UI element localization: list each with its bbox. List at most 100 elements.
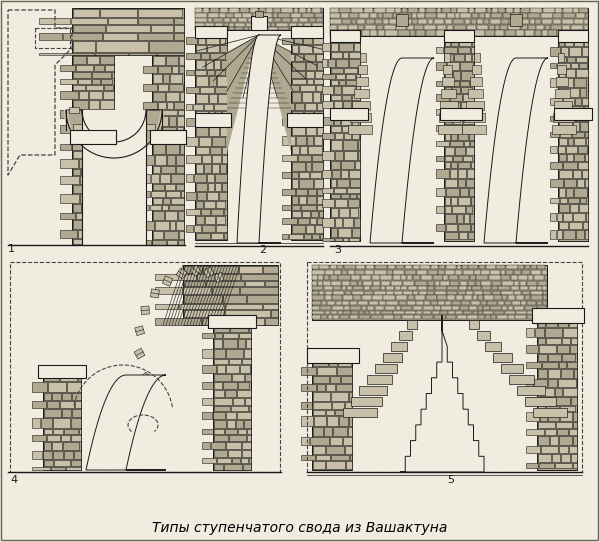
- Bar: [255, 23, 260, 27]
- Bar: [205, 23, 214, 27]
- Polygon shape: [86, 375, 166, 470]
- Bar: [170, 222, 175, 230]
- Bar: [371, 287, 380, 290]
- Bar: [169, 83, 183, 91]
- Bar: [377, 30, 385, 36]
- Bar: [214, 373, 231, 381]
- Bar: [84, 138, 94, 144]
- Bar: [413, 265, 419, 269]
- Bar: [238, 429, 246, 435]
- Bar: [558, 30, 588, 42]
- Bar: [291, 26, 323, 38]
- Bar: [582, 47, 587, 56]
- Bar: [370, 14, 377, 18]
- Bar: [537, 315, 546, 319]
- Bar: [543, 8, 555, 12]
- Bar: [388, 265, 395, 269]
- Bar: [490, 306, 502, 310]
- Bar: [239, 333, 251, 338]
- Bar: [446, 265, 457, 269]
- Bar: [460, 281, 467, 286]
- Bar: [295, 54, 302, 61]
- Bar: [343, 295, 353, 300]
- Bar: [439, 113, 460, 122]
- Bar: [326, 384, 335, 391]
- Bar: [291, 30, 323, 240]
- Bar: [455, 295, 463, 300]
- Bar: [335, 199, 347, 208]
- Bar: [446, 315, 457, 319]
- Bar: [202, 442, 209, 449]
- Bar: [62, 409, 71, 417]
- Bar: [529, 287, 536, 290]
- Bar: [326, 410, 334, 415]
- Bar: [214, 450, 227, 457]
- Bar: [448, 295, 455, 300]
- Bar: [585, 230, 587, 239]
- Bar: [402, 315, 413, 319]
- Bar: [342, 95, 352, 100]
- Bar: [514, 270, 521, 275]
- Bar: [341, 117, 350, 125]
- Bar: [350, 315, 358, 319]
- Bar: [445, 147, 454, 154]
- Bar: [542, 270, 547, 275]
- Bar: [212, 287, 239, 294]
- Bar: [221, 60, 227, 68]
- Bar: [92, 79, 100, 84]
- Bar: [313, 301, 321, 305]
- Bar: [436, 109, 446, 115]
- Bar: [497, 315, 508, 319]
- Bar: [106, 25, 150, 32]
- Bar: [440, 108, 482, 120]
- Bar: [351, 311, 358, 314]
- Bar: [138, 33, 173, 40]
- Bar: [47, 435, 60, 441]
- Bar: [331, 377, 340, 383]
- Bar: [298, 218, 308, 224]
- Bar: [451, 8, 457, 12]
- Bar: [359, 386, 387, 395]
- Bar: [178, 240, 184, 244]
- Bar: [583, 223, 587, 229]
- Bar: [568, 198, 580, 203]
- Bar: [375, 364, 397, 373]
- Bar: [290, 71, 305, 78]
- Bar: [244, 349, 251, 358]
- Bar: [501, 364, 523, 373]
- Bar: [445, 54, 453, 61]
- Bar: [43, 375, 81, 470]
- Bar: [129, 53, 156, 55]
- Bar: [461, 71, 473, 80]
- Bar: [304, 23, 311, 27]
- Bar: [241, 287, 277, 294]
- Bar: [282, 136, 295, 145]
- Bar: [479, 14, 485, 18]
- Bar: [535, 19, 541, 24]
- Bar: [574, 188, 587, 197]
- Bar: [520, 14, 527, 18]
- Bar: [533, 379, 547, 387]
- Bar: [357, 19, 365, 24]
- Bar: [401, 19, 412, 24]
- Bar: [509, 375, 534, 384]
- Polygon shape: [370, 58, 434, 243]
- Bar: [322, 117, 332, 125]
- Bar: [559, 446, 568, 453]
- Polygon shape: [227, 35, 259, 152]
- Bar: [559, 154, 566, 161]
- Bar: [360, 53, 366, 62]
- Bar: [109, 18, 137, 24]
- Bar: [577, 179, 584, 187]
- Bar: [495, 25, 500, 30]
- Bar: [112, 73, 113, 78]
- Bar: [90, 213, 100, 219]
- Bar: [143, 191, 151, 197]
- Bar: [331, 14, 340, 18]
- Bar: [186, 225, 193, 232]
- Bar: [467, 169, 473, 178]
- Bar: [60, 111, 79, 118]
- Bar: [196, 76, 208, 86]
- Bar: [530, 19, 535, 24]
- Bar: [107, 194, 113, 203]
